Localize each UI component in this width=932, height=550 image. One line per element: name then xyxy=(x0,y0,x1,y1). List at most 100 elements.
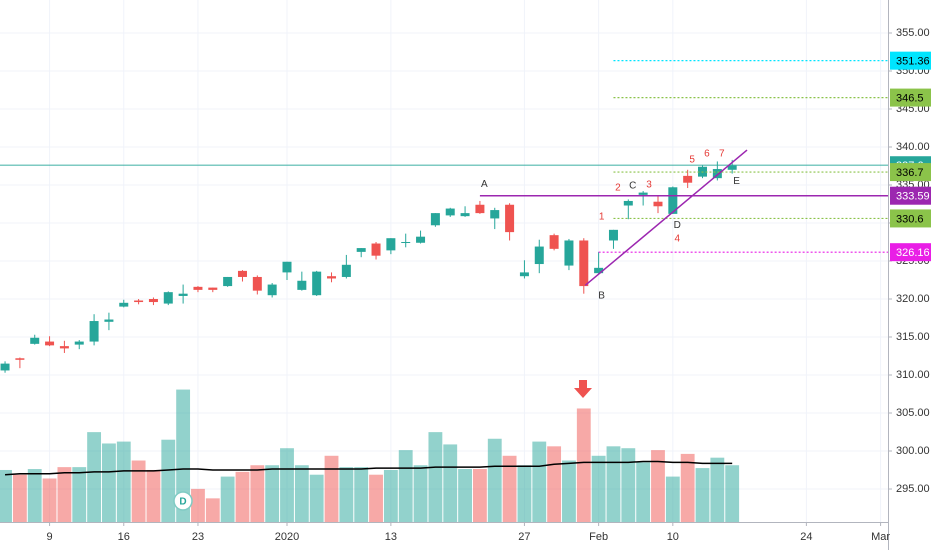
candle-body xyxy=(579,240,589,287)
volume-bar xyxy=(665,476,680,522)
candle-body xyxy=(282,261,292,273)
candle-body xyxy=(193,286,203,290)
candle-body xyxy=(401,241,411,243)
candle-body xyxy=(371,243,381,256)
annotation: A xyxy=(481,179,488,190)
annotation: 6 xyxy=(704,148,710,159)
y-tick-label: 305.00 xyxy=(896,407,930,419)
trend-line xyxy=(584,149,748,286)
annotation: 1 xyxy=(599,212,605,223)
candle-body xyxy=(0,363,10,371)
candle-body xyxy=(668,187,678,214)
candle-body xyxy=(208,287,218,290)
volume-bar xyxy=(710,457,725,522)
level-label-box xyxy=(890,88,931,107)
level-label-box xyxy=(890,243,931,262)
candle-body xyxy=(594,267,604,274)
candle-body xyxy=(178,293,188,296)
candle-body xyxy=(327,276,337,279)
overlays: A B C D E 1 2 3 4 56 7 xyxy=(0,60,888,302)
volume-bar xyxy=(606,446,621,522)
volume-bar xyxy=(651,450,665,522)
candle-body xyxy=(460,213,470,217)
volume-bar xyxy=(205,498,220,522)
volume-bar xyxy=(547,446,562,522)
volume-bar xyxy=(265,465,280,522)
candle-body xyxy=(267,284,277,296)
candle-body xyxy=(505,204,515,233)
dividend-label: D xyxy=(179,497,186,508)
volume-bar xyxy=(161,439,176,522)
volume-bar xyxy=(294,465,309,522)
x-tick-label: Feb xyxy=(589,531,608,543)
volume-bar xyxy=(176,389,191,522)
volume-bar xyxy=(636,462,651,522)
volume-bar xyxy=(0,469,12,522)
volume-bar xyxy=(369,474,383,522)
x-tick-label: Mar xyxy=(871,531,890,543)
candle-body xyxy=(119,302,129,307)
volume-bar xyxy=(87,432,102,522)
y-tick-label: 295.00 xyxy=(896,483,930,495)
volume-bar xyxy=(695,468,710,522)
annotation: D xyxy=(674,220,681,231)
level-label: 346.5 xyxy=(896,92,924,104)
annotation: 5 xyxy=(689,155,695,166)
volume-pane xyxy=(0,389,740,522)
y-tick-label: 315.00 xyxy=(896,331,930,343)
volume-bar xyxy=(12,474,27,522)
volume-ma-line xyxy=(4,460,733,476)
candle-body xyxy=(416,236,426,243)
candle-body xyxy=(727,165,737,170)
candle-body xyxy=(237,270,247,277)
level-label: 336.7 xyxy=(896,167,924,179)
volume-bar xyxy=(517,465,532,522)
volume-bar xyxy=(42,478,57,522)
candle-body xyxy=(74,341,84,345)
x-tick-label: 16 xyxy=(118,531,130,543)
y-tick-label: 320.00 xyxy=(896,293,930,305)
annotation: 4 xyxy=(674,234,680,245)
x-tick-label: 24 xyxy=(800,531,812,543)
level-label: 333.59 xyxy=(896,191,930,203)
candle-body xyxy=(163,292,173,304)
candle-body xyxy=(490,210,500,219)
volume-bar xyxy=(116,441,131,522)
candle-body xyxy=(45,341,55,346)
volume-bar xyxy=(57,467,72,522)
candle-body xyxy=(386,238,396,251)
x-tick-label: 10 xyxy=(667,531,679,543)
annotation: E xyxy=(733,176,740,187)
volume-bar xyxy=(250,465,265,522)
candle-body xyxy=(252,276,262,291)
dividend-circle xyxy=(173,491,193,511)
candle-body xyxy=(341,264,351,277)
candle-body xyxy=(134,300,144,303)
x-tick-label: 9 xyxy=(47,531,53,543)
x-tick-label: 27 xyxy=(518,531,530,543)
volume-bar xyxy=(502,455,517,522)
candle-body xyxy=(15,358,25,360)
y-tick-label: 310.00 xyxy=(896,369,930,381)
level-label: 351.36 xyxy=(896,56,930,68)
candle-body xyxy=(549,235,559,249)
down-arrow xyxy=(574,380,592,398)
volume-bar xyxy=(383,469,398,522)
axes: 295.00300.00305.00310.00315.00320.00325.… xyxy=(47,27,931,543)
annotation: 2 xyxy=(615,183,621,194)
candle-body xyxy=(475,204,485,214)
candles xyxy=(0,159,737,373)
volume-bar xyxy=(27,469,42,522)
candle-body xyxy=(653,201,663,207)
volume-bar xyxy=(191,488,205,522)
candle-body xyxy=(683,175,693,183)
volume-bar xyxy=(72,467,87,522)
volume-bar xyxy=(621,448,636,522)
volume-bar xyxy=(220,476,235,522)
volume-bar xyxy=(398,450,413,522)
volume-bar xyxy=(146,469,161,522)
candle-body xyxy=(712,169,722,179)
candle-body xyxy=(638,192,648,195)
volume-bar xyxy=(280,448,294,522)
